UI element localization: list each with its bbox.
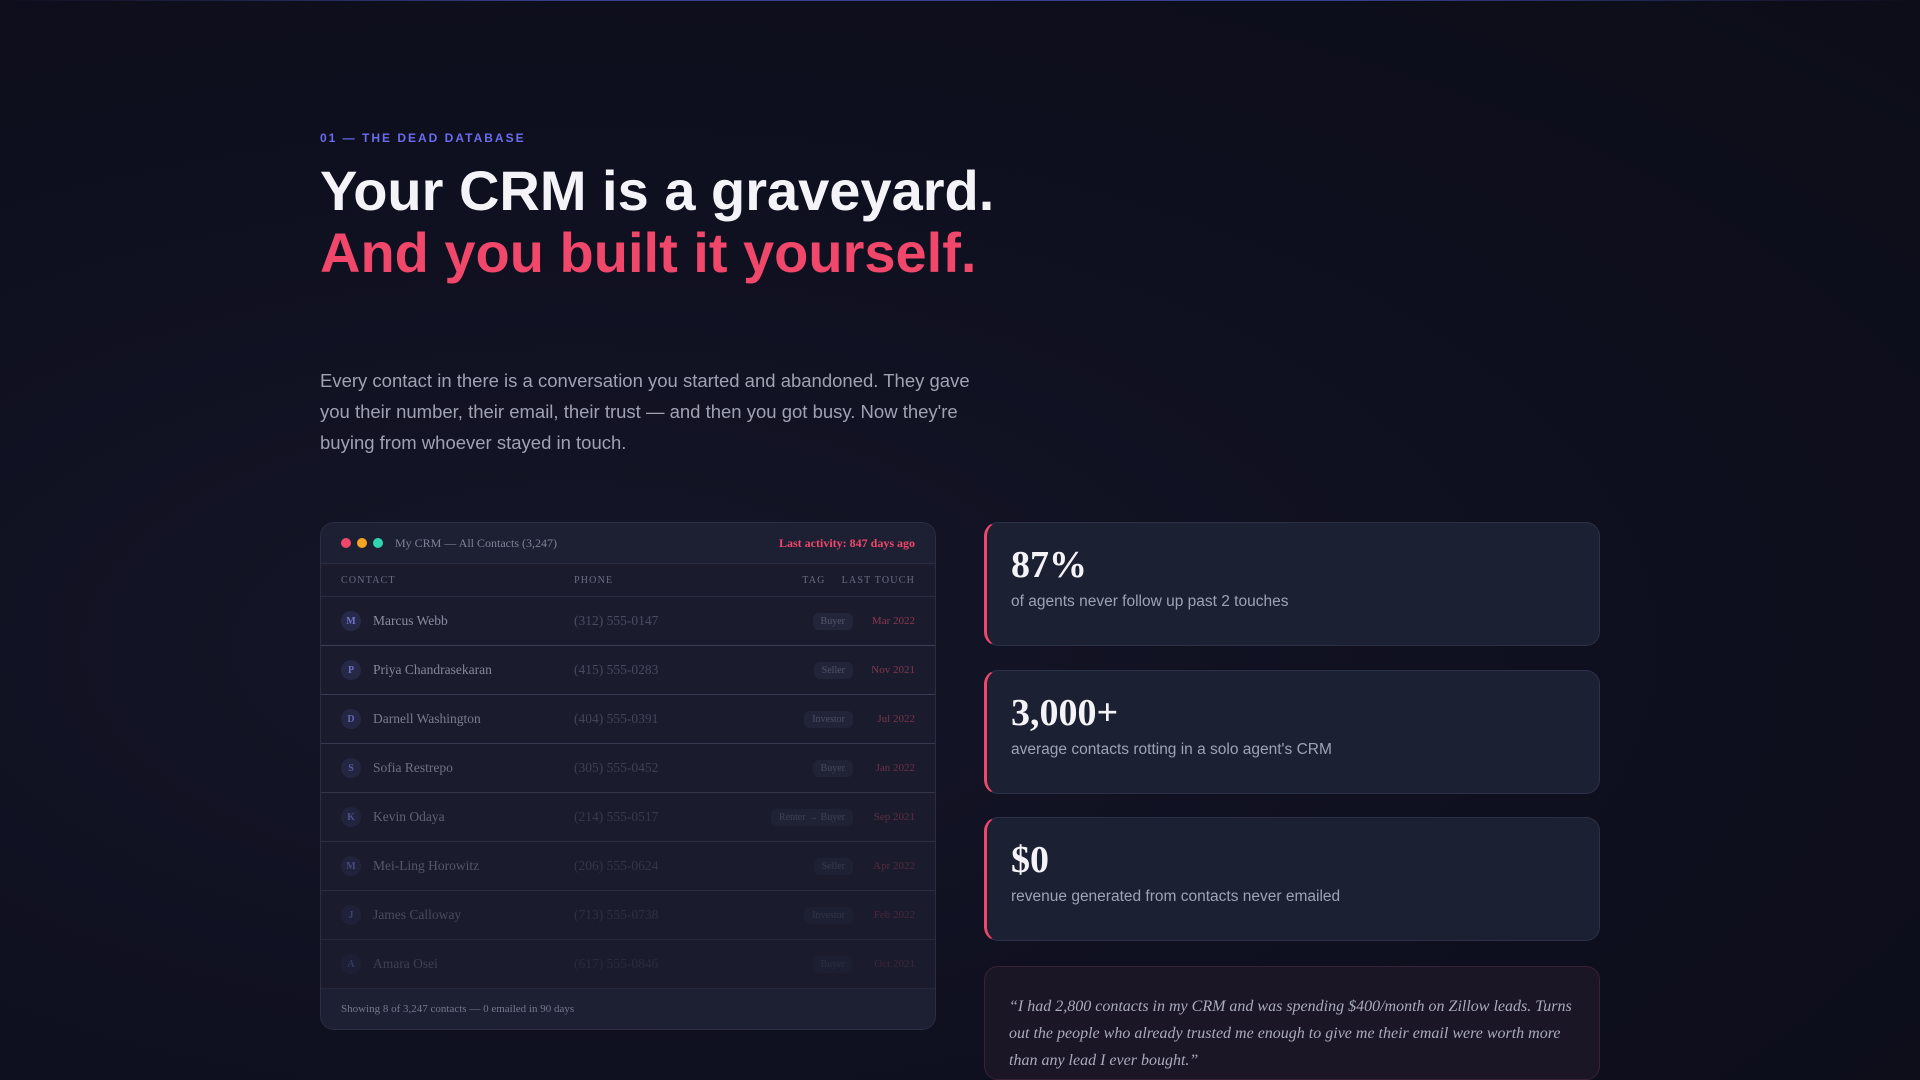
table-row[interactable]: S Sofia Restrepo (305) 555-0452 Buyer Jan 20… (321, 744, 935, 793)
contact-phone: (415) 555-0283 (574, 662, 659, 677)
window-close-dot (341, 538, 351, 548)
column-header-last-touch[interactable]: LAST TOUCH (841, 574, 915, 586)
crm-window: My CRM — All Contacts (3,247) Last activ… (320, 522, 936, 1030)
table-row[interactable]: M Marcus Webb (312) 555-0147 Buyer Mar 2022 (321, 597, 935, 646)
last-touch-date: Sep 2021 (873, 811, 915, 823)
column-header-contact[interactable]: CONTACT (341, 574, 396, 586)
window-maximize-dot (373, 538, 383, 548)
contact-name: Mei-Ling Horowitz (373, 858, 480, 873)
contact-name: Sofia Restrepo (373, 760, 453, 775)
crm-footer: Showing 8 of 3,247 contacts — 0 emailed … (321, 989, 935, 1029)
contact-phone: (206) 555-0624 (574, 858, 659, 873)
stat-card: 87% of agents never follow up past 2 tou… (984, 522, 1600, 646)
last-touch-date: Mar 2022 (871, 615, 915, 627)
contact-name: James Calloway (373, 907, 462, 922)
table-row[interactable]: M Mei-Ling Horowitz (206) 555-0624 Seller Ap… (321, 842, 935, 891)
column-header-tag[interactable]: TAG (802, 574, 826, 586)
contact-phone: (713) 555-0738 (574, 907, 659, 922)
table-row[interactable]: A Amara Osei (617) 555-0846 Buyer Oct 2021 (321, 940, 935, 989)
contact-name: Kevin Odaya (373, 809, 445, 824)
testimonial-quote: “I had 2,800 contacts in my CRM and was … (1009, 998, 1572, 1069)
window-minimize-dot (357, 538, 367, 548)
crm-title: My CRM — All Contacts (3,247) (395, 535, 558, 550)
stat-value: 3,000+ (1011, 692, 1119, 734)
headline-plain: Your CRM is a graveyard. (320, 159, 995, 222)
top-divider (0, 0, 1920, 1)
last-touch-date: Jan 2022 (875, 762, 915, 774)
avatar: P (341, 660, 361, 680)
avatar: M (341, 856, 361, 876)
crm-table-header: CONTACT PHONE TAG LAST TOUCH (321, 564, 935, 597)
last-touch-date: Oct 2021 (874, 958, 915, 970)
table-row[interactable]: D Darnell Washington (404) 555-0391 Investo… (321, 695, 935, 744)
contact-tag: Investor (804, 906, 853, 924)
avatar: J (341, 905, 361, 925)
section-lede: Every contact in there is a conversation… (320, 370, 970, 453)
last-touch-date: Jul 2022 (877, 713, 915, 725)
stat-label: average contacts rotting in a solo agent… (1011, 741, 1332, 758)
page-title: Your CRM is a graveyard. And you built i… (320, 160, 1020, 284)
crm-table-body: M Marcus Webb (312) 555-0147 Buyer Mar 2022 P… (321, 597, 935, 989)
contact-name: Darnell Washington (373, 711, 481, 726)
contact-tag: Buyer (812, 759, 853, 777)
stat-card: 3,000+ average contacts rotting in a sol… (984, 670, 1600, 794)
stat-value: $0 (1011, 839, 1049, 881)
contact-tag: Buyer (812, 612, 853, 630)
column-header-phone[interactable]: PHONE (574, 574, 614, 586)
stat-label: of agents never follow up past 2 touches (1011, 593, 1289, 610)
contact-phone: (404) 555-0391 (574, 711, 659, 726)
stat-label: revenue generated from contacts never em… (1011, 888, 1341, 905)
contact-tag: Seller (813, 661, 853, 679)
avatar: K (341, 807, 361, 827)
crm-titlebar: My CRM — All Contacts (3,247) Last activ… (321, 523, 935, 564)
last-touch-date: Nov 2021 (871, 664, 915, 676)
avatar: A (341, 954, 361, 974)
contact-tag: Renter → Buyer (770, 808, 853, 826)
contact-name: Amara Osei (373, 956, 438, 971)
last-activity-badge: Last activity: 847 days ago (779, 535, 915, 550)
contact-phone: (214) 555-0517 (574, 809, 659, 824)
contact-phone: (617) 555-0846 (574, 956, 659, 971)
avatar: M (341, 611, 361, 631)
contact-name: Marcus Webb (373, 613, 448, 628)
avatar: S (341, 758, 361, 778)
contact-tag: Investor (804, 710, 853, 728)
stat-card: $0 revenue generated from contacts never… (984, 817, 1600, 941)
table-row[interactable]: P Priya Chandrasekaran (415) 555-0283 Selle… (321, 646, 935, 695)
contact-tag: Seller (813, 857, 853, 875)
contact-name: Priya Chandrasekaran (373, 662, 492, 677)
last-touch-date: Feb 2022 (873, 909, 915, 921)
section-eyebrow: 01 — THE DEAD DATABASE (320, 131, 526, 145)
testimonial-card: “I had 2,800 contacts in my CRM and was … (984, 966, 1600, 1080)
last-touch-date: Apr 2022 (873, 860, 915, 872)
table-row[interactable]: J James Calloway (713) 555-0738 Investor Feb… (321, 891, 935, 940)
avatar: D (341, 709, 361, 729)
headline-accent: And you built it yourself. (320, 221, 977, 284)
stat-value: 87% (1011, 544, 1087, 586)
contact-phone: (312) 555-0147 (574, 613, 659, 628)
table-row[interactable]: K Kevin Odaya (214) 555-0517 Renter → Buyer… (321, 793, 935, 842)
contact-tag: Buyer (812, 955, 853, 973)
contact-phone: (305) 555-0452 (574, 760, 659, 775)
